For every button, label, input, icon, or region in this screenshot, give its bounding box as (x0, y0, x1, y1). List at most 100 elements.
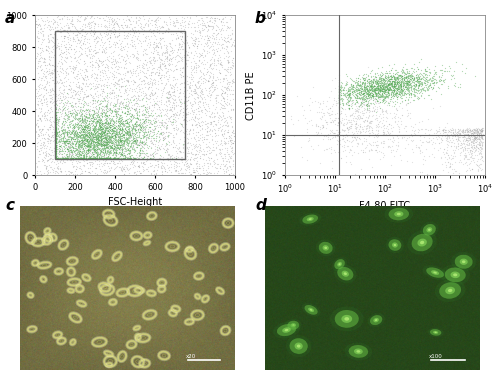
Point (220, 98, 228, 104)
Point (130, 125, 138, 131)
Point (222, 57, 230, 63)
Point (82, 155, 90, 162)
Point (378, 88, 386, 94)
Point (35, 56, 43, 62)
Point (40, 59, 48, 65)
Point (126, 129, 134, 135)
Point (212, 98, 220, 104)
Point (339, 102, 347, 109)
Point (160, 48, 168, 54)
Point (172, 130, 180, 136)
Point (428, 150, 436, 157)
Point (121, 110, 129, 116)
Point (182, 111, 190, 117)
Point (126, 150, 134, 157)
Point (108, 130, 116, 136)
Point (142, 70, 150, 76)
Point (475, 136, 483, 142)
Point (106, 138, 114, 144)
Point (76, 151, 84, 157)
Point (348, 117, 356, 123)
Point (58, 122, 66, 128)
Point (340, 138, 347, 144)
Point (98, 141, 106, 147)
Point (130, 27, 138, 33)
Point (398, 78, 406, 85)
Point (335, 79, 343, 85)
Point (64, 114, 72, 120)
Point (84, 102, 92, 108)
Point (65, 32, 73, 38)
Point (86, 152, 94, 158)
Point (32, 129, 40, 135)
Point (473, 131, 481, 138)
Point (56, 29, 64, 35)
Point (103, 35, 111, 42)
Point (131, 120, 139, 126)
Point (390, 80, 398, 86)
Point (376, 111, 384, 117)
Point (89, 32, 97, 38)
Point (178, 157, 186, 163)
Point (470, 142, 478, 148)
Point (114, 144, 122, 150)
Point (93, 119, 101, 125)
Point (166, 62, 173, 68)
Point (148, 132, 156, 138)
Point (67, 18, 75, 24)
Point (120, 131, 128, 137)
Point (386, 121, 394, 127)
Point (63, 129, 71, 135)
Point (94, 139, 102, 146)
Point (386, 121, 394, 127)
Point (42, 166, 50, 172)
Point (79, 40, 87, 46)
Point (91, 71, 99, 77)
Point (78, 144, 86, 150)
Point (93, 114, 101, 120)
Point (478, 125, 486, 131)
Point (438, 72, 446, 78)
Point (335, 94, 343, 101)
Point (407, 94, 415, 100)
Point (392, 70, 400, 77)
Point (430, 84, 438, 90)
Point (58, 155, 66, 162)
Point (56, 109, 64, 115)
Point (86, 155, 94, 162)
Point (72, 58, 80, 64)
Point (452, 168, 460, 174)
Point (117, 84, 125, 90)
Point (116, 115, 124, 121)
Point (384, 136, 392, 142)
Point (178, 154, 186, 160)
Point (106, 150, 114, 157)
Point (432, 140, 440, 146)
Point (344, 126, 352, 132)
Point (122, 139, 130, 145)
Point (194, 83, 202, 89)
Point (176, 166, 184, 173)
Point (56, 45, 64, 51)
Point (370, 88, 378, 94)
Point (346, 93, 354, 99)
Point (218, 146, 226, 152)
Point (46, 169, 54, 175)
Point (390, 73, 398, 79)
Point (73, 133, 81, 139)
Point (392, 80, 400, 86)
Point (115, 145, 123, 151)
Point (388, 138, 396, 144)
Point (365, 125, 373, 131)
Point (150, 167, 158, 173)
Point (203, 14, 211, 20)
Point (372, 84, 380, 90)
Point (162, 107, 170, 114)
Point (405, 78, 413, 84)
Point (452, 132, 460, 138)
Point (380, 88, 388, 94)
Point (172, 99, 179, 106)
Ellipse shape (348, 345, 368, 358)
Point (122, 145, 130, 151)
Point (56, 79, 64, 85)
